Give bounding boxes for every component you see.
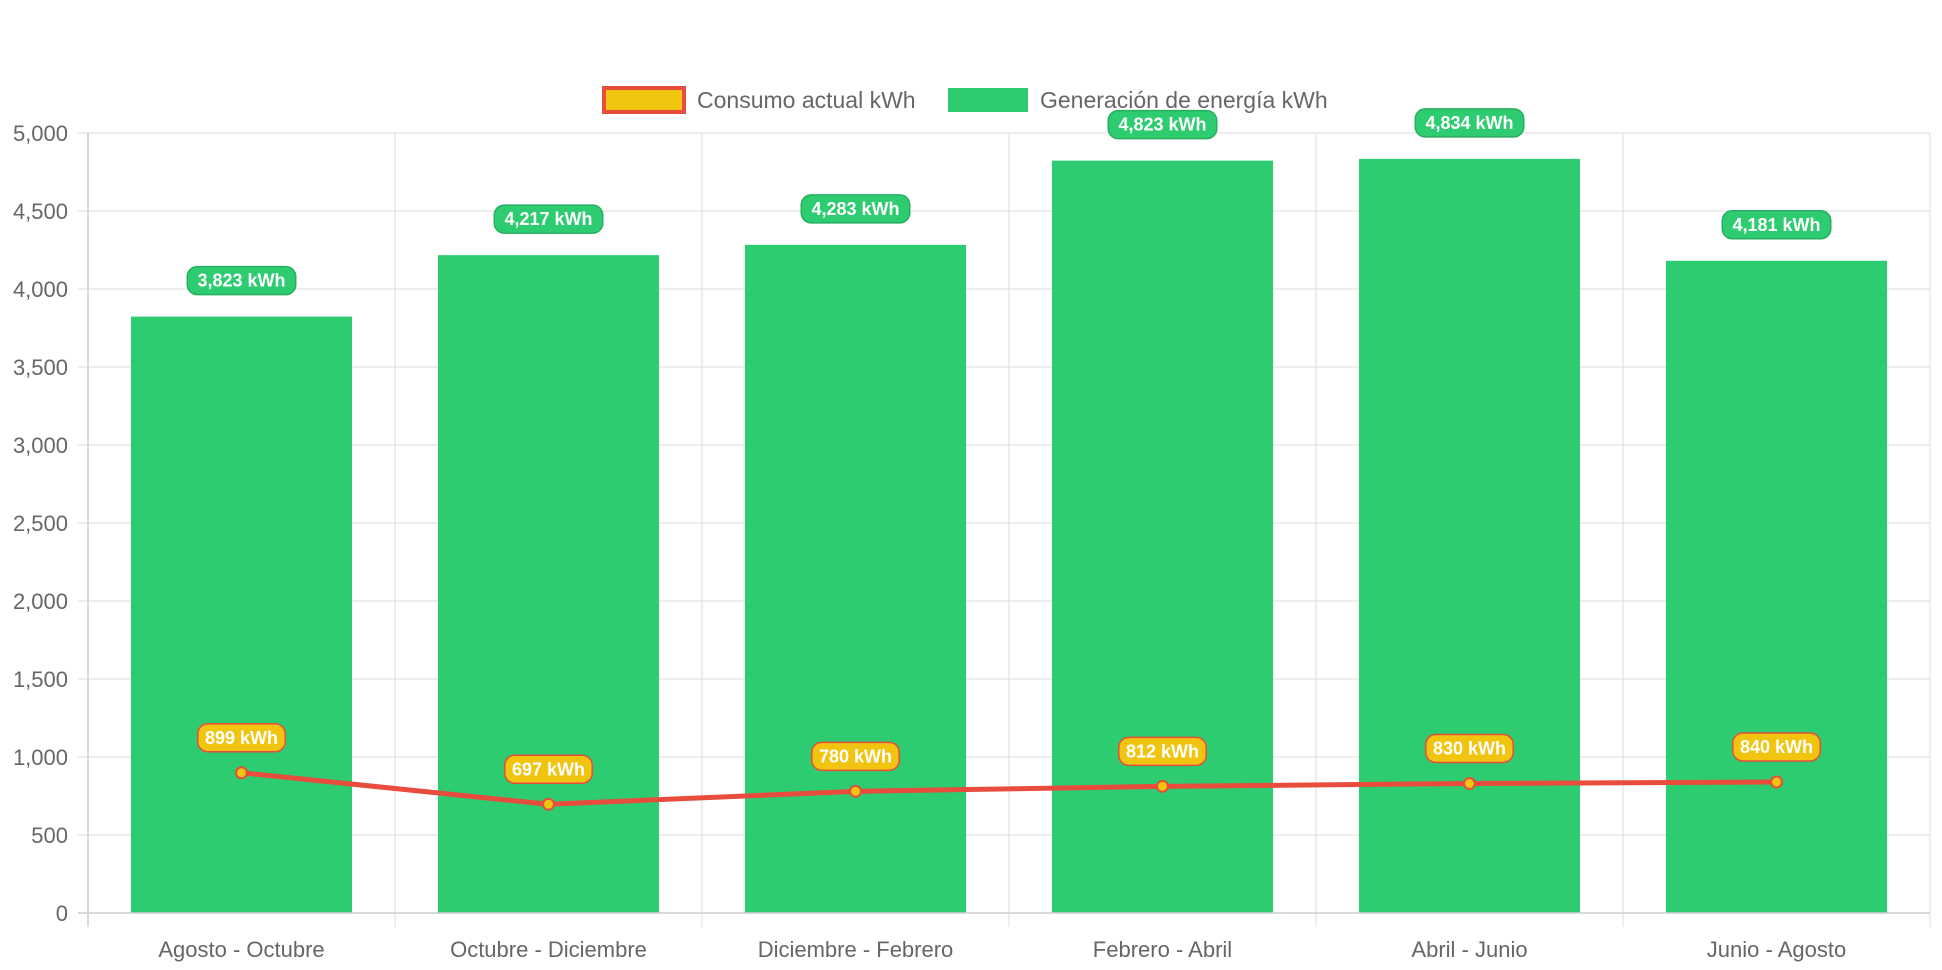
legend-label-generation: Generación de energía kWh: [1040, 87, 1328, 113]
consumption-data-label-text: 830 kWh: [1433, 739, 1506, 759]
legend-item-generation[interactable]: Generación de energía kWh: [948, 87, 1328, 113]
generation-data-label-text: 4,283 kWh: [811, 199, 899, 219]
data-label-layer: 3,823 kWh 4,217 kWh 4,283 kWh 4,823 kWh 4,83…: [186, 108, 1832, 785]
consumption-data-label-bg: [811, 741, 900, 772]
consumption-data-label: 899 kWh: [197, 723, 286, 753]
consumption-data-label-bg: [1118, 736, 1207, 767]
x-tick-label: Abril - Junio: [1411, 937, 1527, 962]
generation-data-label-bg: [493, 204, 604, 234]
consumption-data-label-text: 899 kWh: [205, 728, 278, 748]
y-tick-label: 3,500: [13, 355, 68, 380]
x-tick-label: Agosto - Octubre: [158, 937, 324, 962]
y-tick-label: 4,500: [13, 199, 68, 224]
generation-data-label: 4,181 kWh: [1721, 210, 1832, 240]
consumption-data-label-text: 780 kWh: [819, 746, 892, 766]
legend-label-consumption: Consumo actual kWh: [697, 87, 916, 113]
x-tick-label: Octubre - Diciembre: [450, 937, 647, 962]
consumption-point[interactable]: [1463, 777, 1476, 791]
legend-item-consumption[interactable]: Consumo actual kWh: [602, 86, 916, 114]
generation-bar[interactable]: [744, 244, 967, 914]
generation-data-label-bg: [1721, 210, 1832, 240]
x-tick-label: Junio - Agosto: [1707, 937, 1846, 962]
generation-data-label: 4,283 kWh: [800, 194, 911, 224]
y-tick-label: 1,000: [13, 745, 68, 770]
y-tick-label: 5,000: [13, 121, 68, 146]
generation-data-label: 4,217 kWh: [493, 204, 604, 234]
y-tick-label: 2,500: [13, 511, 68, 536]
generation-data-label-bg: [800, 194, 911, 224]
consumption-data-label-text: 697 kWh: [512, 759, 585, 779]
y-tick-label: 1,500: [13, 667, 68, 692]
generation-bar[interactable]: [1665, 260, 1888, 913]
consumption-data-label-bg: [504, 754, 593, 785]
consumption-data-label-bg: [197, 723, 286, 753]
x-tick-label: Diciembre - Febrero: [758, 937, 954, 962]
y-tick-label: 4,000: [13, 277, 68, 302]
consumption-data-label: 830 kWh: [1425, 733, 1514, 764]
generation-data-label-text: 4,217 kWh: [504, 209, 592, 229]
consumption-data-label: 780 kWh: [811, 741, 900, 772]
generation-data-label-text: 4,823 kWh: [1118, 115, 1206, 135]
y-tick-label: 3,000: [13, 433, 68, 458]
legend-swatch-consumption: [602, 86, 686, 114]
consumption-point[interactable]: [235, 766, 248, 780]
y-tick-label: 0: [56, 901, 68, 926]
generation-data-label-bg: [186, 265, 297, 296]
generation-data-label-bg: [1414, 108, 1525, 138]
consumption-point[interactable]: [1156, 779, 1169, 793]
consumption-data-label-bg: [1732, 732, 1821, 762]
generation-data-label-text: 3,823 kWh: [197, 271, 285, 291]
consumption-point[interactable]: [542, 797, 555, 811]
generation-data-label-text: 4,834 kWh: [1425, 113, 1513, 133]
consumption-data-label-text: 812 kWh: [1126, 741, 1199, 761]
consumption-data-label-text: 840 kWh: [1740, 737, 1813, 757]
legend[interactable]: Consumo actual kWh Generación de energía …: [602, 86, 1328, 114]
line-layer: [235, 766, 1783, 811]
generation-data-label: 4,834 kWh: [1414, 108, 1525, 138]
generation-data-label: 3,823 kWh: [186, 265, 297, 296]
consumption-point[interactable]: [849, 784, 862, 798]
x-tick-label: Febrero - Abril: [1093, 937, 1232, 962]
consumption-data-label: 812 kWh: [1118, 736, 1207, 767]
generation-bar[interactable]: [437, 255, 660, 913]
generation-bar[interactable]: [1358, 158, 1581, 913]
consumption-data-label-bg: [1425, 733, 1514, 764]
consumption-point[interactable]: [1770, 775, 1783, 789]
consumption-data-label: 840 kWh: [1732, 732, 1821, 762]
generation-data-label-text: 4,181 kWh: [1732, 215, 1820, 235]
consumption-data-label: 697 kWh: [504, 754, 593, 785]
legend-swatch-generation: [948, 88, 1028, 112]
generation-bar[interactable]: [1051, 160, 1274, 913]
generation-data-label-bg: [1107, 109, 1218, 140]
y-tick-label: 500: [31, 823, 68, 848]
grid-layer: [78, 132, 1931, 927]
consumption-line: [241, 770, 1777, 807]
y-tick-label: 2,000: [13, 589, 68, 614]
axis-layer: 0 500 1,000 1,500 2,000 2,500 3,000 3,500 4,000 4…: [13, 121, 1930, 962]
generation-data-label: 4,823 kWh: [1107, 109, 1218, 140]
generation-bar[interactable]: [130, 316, 353, 913]
